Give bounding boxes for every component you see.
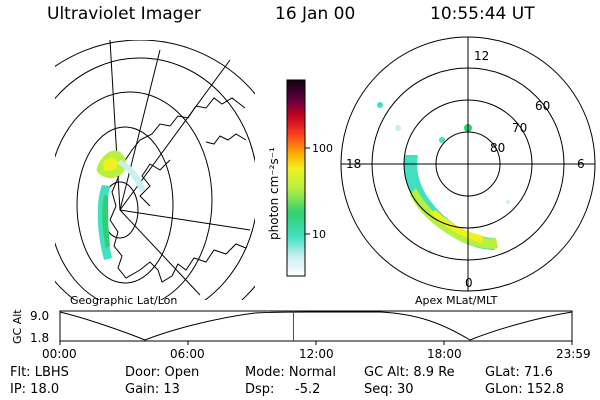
- mlat-label-80: 80: [490, 141, 505, 155]
- colorbar-tick-label: 100: [312, 142, 333, 155]
- mlt-label-18: 18: [346, 157, 361, 171]
- instrument-title: Ultraviolet Imager: [47, 4, 201, 24]
- door-info: Door: Open: [125, 365, 200, 380]
- gc-alt-info: GC Alt: 8.9 Re: [364, 365, 455, 380]
- ip-info: IP: 18.0: [10, 382, 60, 397]
- mlt-label-0: 0: [465, 276, 473, 290]
- longitude-line: [119, 59, 231, 211]
- mlat-label-60: 60: [535, 99, 550, 113]
- latitude-circle: [55, 91, 213, 300]
- altitude-min-label: 1.8: [30, 331, 49, 345]
- geo-map-label: Geographic Lat/Lon: [70, 294, 177, 307]
- mode-info: Mode: Normal: [245, 365, 336, 380]
- coastline: [139, 159, 171, 207]
- gain-info: Gain: 13: [125, 382, 180, 397]
- colorbar-scale: [286, 79, 306, 277]
- time-tick-label: 00:00: [42, 347, 77, 361]
- polar-plot: 12 18 6 0 60 70 80: [340, 36, 596, 292]
- aurora-emission-geo: [96, 150, 146, 260]
- glat-info: GLat: 71.6: [485, 365, 553, 380]
- longitude-line: [119, 209, 251, 231]
- altitude-max-label: 9.0: [30, 309, 49, 323]
- time-tick-label: 12:00: [299, 347, 334, 361]
- time-tick-label: 06:00: [170, 347, 205, 361]
- latitude-circle: [76, 126, 174, 284]
- longitude-line: [119, 49, 161, 211]
- dsp-value: -5.2: [295, 382, 321, 397]
- coastline: [205, 133, 247, 145]
- colorbar-tick-label: 10: [312, 228, 326, 241]
- dsp-label: Dsp:: [245, 382, 275, 397]
- longitude-line: [119, 209, 201, 296]
- mlt-label-12: 12: [474, 49, 489, 63]
- coastline: [109, 97, 247, 283]
- altitude-curve: [59, 311, 573, 341]
- glon-info: GLon: 152.8: [485, 382, 565, 397]
- filter-info: Flt: LBHS: [10, 365, 69, 380]
- colorbar-unit-label: photon cm⁻²s⁻¹: [267, 147, 281, 240]
- observation-time: 10:55:44 UT: [430, 4, 535, 24]
- seq-info: Seq: 30: [364, 382, 414, 397]
- aurora-emission-polar: [377, 102, 510, 254]
- altitude-strip: GC Alt 9.0 1.8 00:00 06:00 12:00 18:00 2…: [11, 309, 591, 361]
- time-tick-label: 18:00: [427, 347, 462, 361]
- mlat-label-70: 70: [512, 121, 527, 135]
- polar-plot-label: Apex MLat/MLT: [415, 294, 498, 307]
- mlt-label-6: 6: [577, 157, 585, 171]
- longitude-line: [109, 40, 121, 211]
- observation-date: 16 Jan 00: [275, 4, 356, 24]
- latitude-circle: [55, 57, 255, 300]
- geographic-map: [55, 40, 255, 300]
- altitude-axis-label: GC Alt: [11, 309, 24, 344]
- time-tick-label: 23:59: [556, 347, 591, 361]
